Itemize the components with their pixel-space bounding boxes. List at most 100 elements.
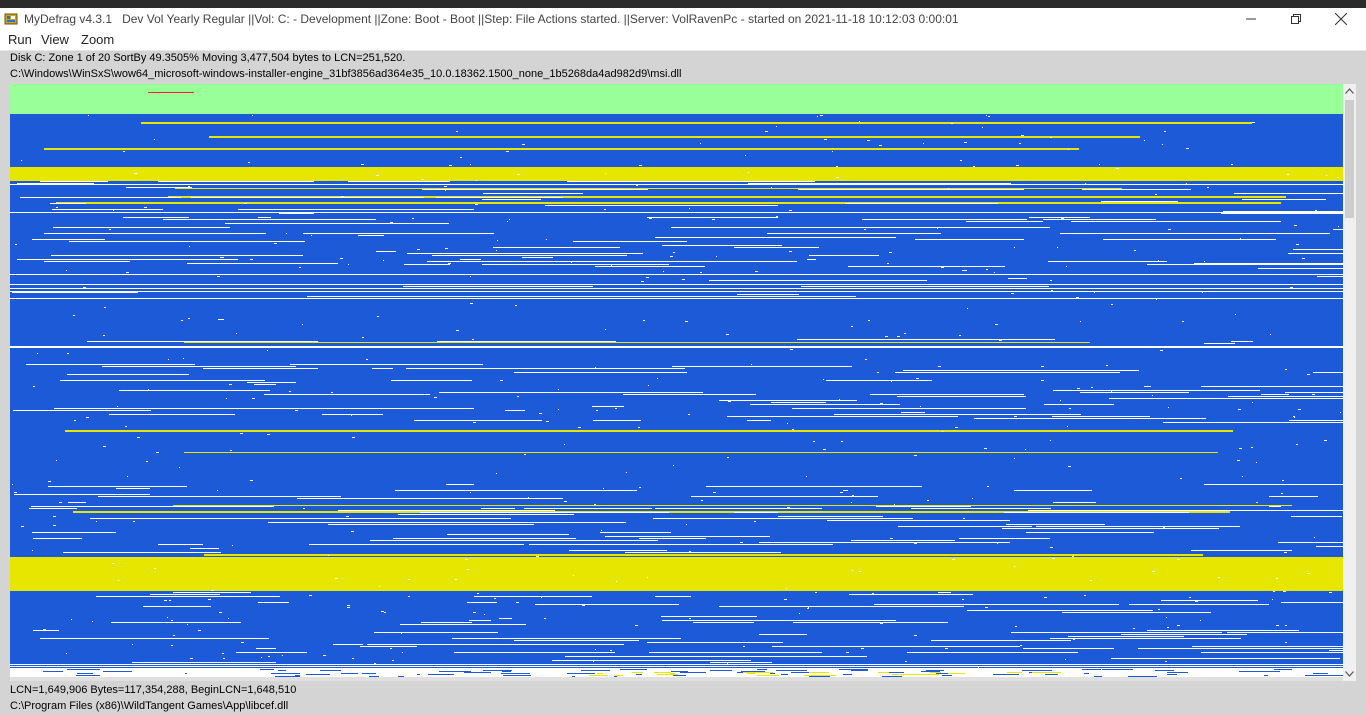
free-space-fragment xyxy=(1317,276,1343,277)
free-space-speck xyxy=(73,315,75,316)
free-space-fragment xyxy=(182,552,221,553)
free-space-speck xyxy=(261,657,262,658)
free-space-fragment xyxy=(54,408,297,409)
free-space-speck xyxy=(496,250,497,251)
free-space-speck xyxy=(223,658,225,659)
free-space-speck xyxy=(179,467,180,468)
scroll-up-button[interactable] xyxy=(1343,84,1356,98)
free-space-fragment xyxy=(876,506,971,507)
free-space-speck xyxy=(1057,247,1058,248)
free-space-fragment xyxy=(691,496,878,497)
free-space-speck xyxy=(146,461,148,462)
chevron-up-icon xyxy=(1345,88,1354,94)
file-fragment xyxy=(921,671,940,672)
close-button[interactable] xyxy=(1318,8,1364,30)
file-fragment xyxy=(320,670,341,671)
vertical-scrollbar[interactable] xyxy=(1343,84,1356,681)
free-space-fragment xyxy=(69,241,305,242)
unmovable-band xyxy=(10,557,1343,591)
free-space-fragment xyxy=(96,596,280,597)
unmovable-speck xyxy=(930,672,941,673)
free-space-fragment xyxy=(32,239,105,240)
menu-view[interactable]: View xyxy=(41,32,69,47)
free-space-speck xyxy=(685,321,688,322)
free-space-speck xyxy=(1116,168,1119,169)
free-space-speck xyxy=(1053,664,1054,665)
window-title: MyDefrag v4.3.1 Dev Vol Yearly Regular |… xyxy=(24,12,959,26)
free-space-speck xyxy=(617,664,620,665)
free-space-fragment xyxy=(422,189,648,190)
free-space-fragment xyxy=(1295,484,1343,485)
free-space-speck xyxy=(1326,175,1327,176)
free-space-speck xyxy=(56,207,58,208)
free-space-speck xyxy=(421,179,424,180)
free-space-speck xyxy=(564,444,565,445)
file-fragment xyxy=(502,671,511,672)
free-space-fragment xyxy=(333,644,363,645)
free-space-speck xyxy=(959,335,961,336)
free-space-speck xyxy=(1166,617,1167,618)
minimize-button[interactable] xyxy=(1228,8,1274,30)
free-space-speck xyxy=(1231,164,1233,165)
free-space-speck xyxy=(937,228,938,229)
free-space-fragment xyxy=(1043,219,1156,220)
restore-icon xyxy=(1291,14,1301,24)
free-space-speck xyxy=(379,586,380,587)
busy-fragment xyxy=(148,92,194,93)
free-space-speck xyxy=(841,441,843,442)
free-space-speck xyxy=(152,506,155,507)
free-space-speck xyxy=(861,648,864,649)
free-space-speck xyxy=(1076,297,1079,298)
free-space-speck xyxy=(226,398,227,399)
free-space-fragment xyxy=(843,490,848,491)
scroll-thumb[interactable] xyxy=(1345,100,1354,218)
free-space-fragment xyxy=(778,516,883,517)
free-space-fragment xyxy=(750,404,900,405)
free-space-speck xyxy=(351,531,354,532)
free-space-fragment xyxy=(540,368,685,369)
free-space-speck xyxy=(1270,334,1271,335)
free-space-fragment xyxy=(247,382,296,383)
free-space-speck xyxy=(603,488,604,489)
free-space-speck xyxy=(789,251,792,252)
free-space-speck xyxy=(1052,558,1055,559)
unmovable-speck xyxy=(892,674,924,675)
free-space-speck xyxy=(646,277,649,278)
free-space-speck xyxy=(951,123,953,124)
free-space-fragment xyxy=(1028,510,1272,511)
free-space-fragment xyxy=(158,544,203,545)
file-fragment xyxy=(680,672,706,673)
unmovable-stripe xyxy=(44,148,1079,150)
disk-map[interactable] xyxy=(10,84,1343,677)
free-space-speck xyxy=(309,595,312,596)
free-space-speck xyxy=(994,272,995,273)
restore-button[interactable] xyxy=(1273,8,1319,30)
file-fragment xyxy=(295,675,300,676)
free-space-speck xyxy=(500,380,503,381)
free-space-speck xyxy=(465,559,468,560)
menu-zoom[interactable]: Zoom xyxy=(81,32,115,47)
free-space-speck xyxy=(626,346,628,347)
free-space-speck xyxy=(1011,293,1014,294)
free-space-speck xyxy=(1272,599,1273,600)
free-space-fragment xyxy=(807,259,816,260)
file-fragment xyxy=(1276,671,1280,672)
menu-run[interactable]: Run xyxy=(8,32,32,47)
file-fragment xyxy=(271,673,300,674)
free-space-speck xyxy=(986,269,988,270)
scroll-down-button[interactable] xyxy=(1343,667,1356,681)
free-space-speck xyxy=(999,340,1002,341)
free-space-speck xyxy=(103,335,105,336)
free-space-fragment xyxy=(1227,632,1343,633)
file-fragment xyxy=(1102,669,1133,670)
free-space-speck xyxy=(1218,577,1220,578)
free-space-speck xyxy=(331,392,333,393)
free-space-speck xyxy=(1152,395,1153,396)
free-space-speck xyxy=(1312,394,1315,395)
free-space-speck xyxy=(927,500,929,501)
free-space-fragment xyxy=(1269,496,1318,497)
unmovable-speck xyxy=(654,672,671,673)
free-space-speck xyxy=(156,452,159,453)
free-space-fragment xyxy=(395,490,637,491)
free-space-speck xyxy=(228,618,229,619)
